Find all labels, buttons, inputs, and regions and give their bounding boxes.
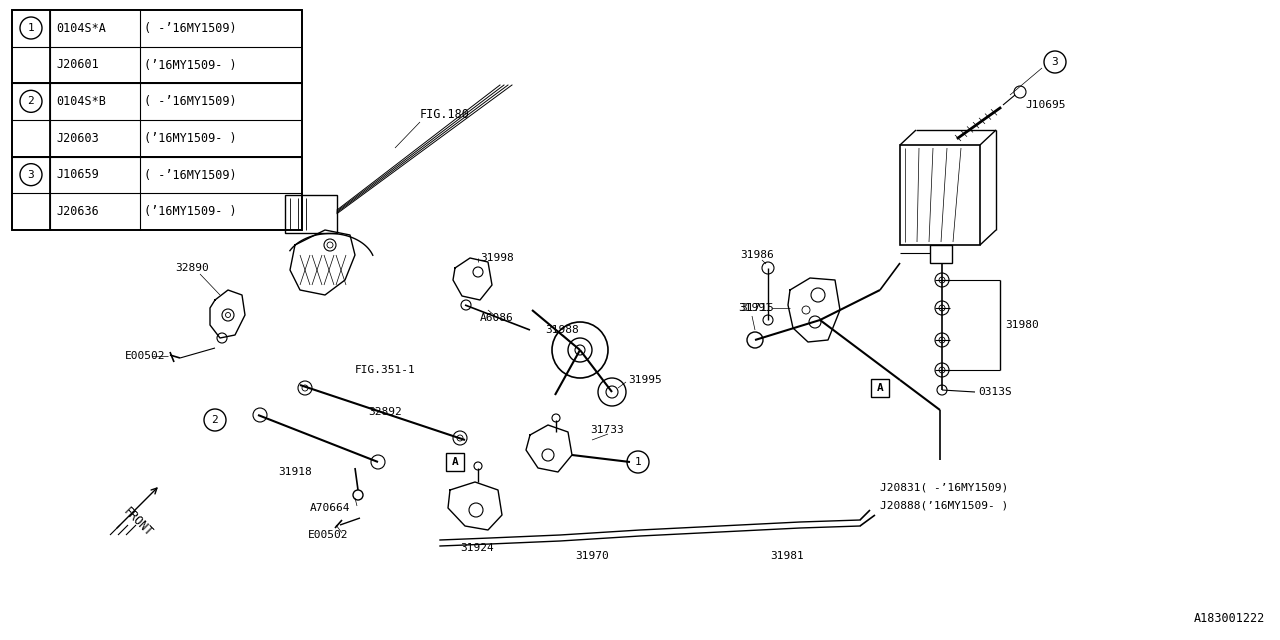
Text: E00502: E00502 (125, 351, 165, 361)
Bar (285, 195, 337, 233)
Text: 0313S: 0313S (978, 387, 1011, 397)
Bar (870, 379, 890, 397)
Text: A70664: A70664 (310, 503, 351, 513)
Text: 1: 1 (635, 457, 641, 467)
Text: 31998: 31998 (480, 253, 513, 263)
Text: J20888(’16MY1509- ): J20888(’16MY1509- ) (881, 500, 1009, 510)
Text: 31986: 31986 (740, 250, 773, 260)
Text: A6086: A6086 (480, 313, 513, 323)
Text: 31980: 31980 (1005, 320, 1039, 330)
Text: 31981: 31981 (771, 551, 804, 561)
Text: J20603: J20603 (56, 132, 99, 145)
Text: 2: 2 (28, 97, 35, 106)
Text: 31988: 31988 (545, 325, 579, 335)
Text: ( -’16MY1509): ( -’16MY1509) (143, 168, 237, 182)
Text: 0104S*B: 0104S*B (56, 95, 106, 108)
Text: 1: 1 (28, 23, 35, 33)
Text: 2: 2 (211, 415, 219, 425)
Text: 31733: 31733 (590, 425, 623, 435)
Text: J10695: J10695 (1025, 100, 1065, 110)
Text: 32890: 32890 (175, 263, 209, 273)
Text: (’16MY1509- ): (’16MY1509- ) (143, 205, 237, 218)
Text: (’16MY1509- ): (’16MY1509- ) (143, 58, 237, 72)
Text: ( -’16MY1509): ( -’16MY1509) (143, 22, 237, 35)
Bar (12, 10, 302, 83)
Text: FRONT: FRONT (120, 506, 155, 540)
Text: 31918: 31918 (278, 467, 312, 477)
Text: 31970: 31970 (575, 551, 609, 561)
Text: A: A (877, 383, 883, 393)
Bar (931, 245, 952, 263)
Text: J20636: J20636 (56, 205, 99, 218)
Text: 3: 3 (28, 170, 35, 180)
Bar (12, 83, 302, 157)
Text: J10659: J10659 (56, 168, 99, 182)
Text: A: A (452, 457, 458, 467)
Text: E00502: E00502 (308, 530, 348, 540)
Bar (445, 453, 465, 471)
Text: 31924: 31924 (460, 543, 494, 553)
Text: FIG.351-1: FIG.351-1 (355, 365, 416, 375)
Text: J20601: J20601 (56, 58, 99, 72)
Text: 31995: 31995 (628, 375, 662, 385)
Text: FIG.180: FIG.180 (420, 109, 470, 122)
Text: (’16MY1509- ): (’16MY1509- ) (143, 132, 237, 145)
Bar (900, 145, 980, 245)
Text: 31991: 31991 (739, 303, 772, 313)
Text: ( -’16MY1509): ( -’16MY1509) (143, 95, 237, 108)
Text: 31715: 31715 (740, 303, 773, 313)
Text: J20831( -’16MY1509): J20831( -’16MY1509) (881, 483, 1009, 493)
Text: A183001222: A183001222 (1194, 612, 1265, 625)
Bar (12, 10, 302, 230)
Text: 3: 3 (1052, 57, 1059, 67)
Text: 0104S*A: 0104S*A (56, 22, 106, 35)
Bar (12, 157, 302, 230)
Text: 32892: 32892 (369, 407, 402, 417)
